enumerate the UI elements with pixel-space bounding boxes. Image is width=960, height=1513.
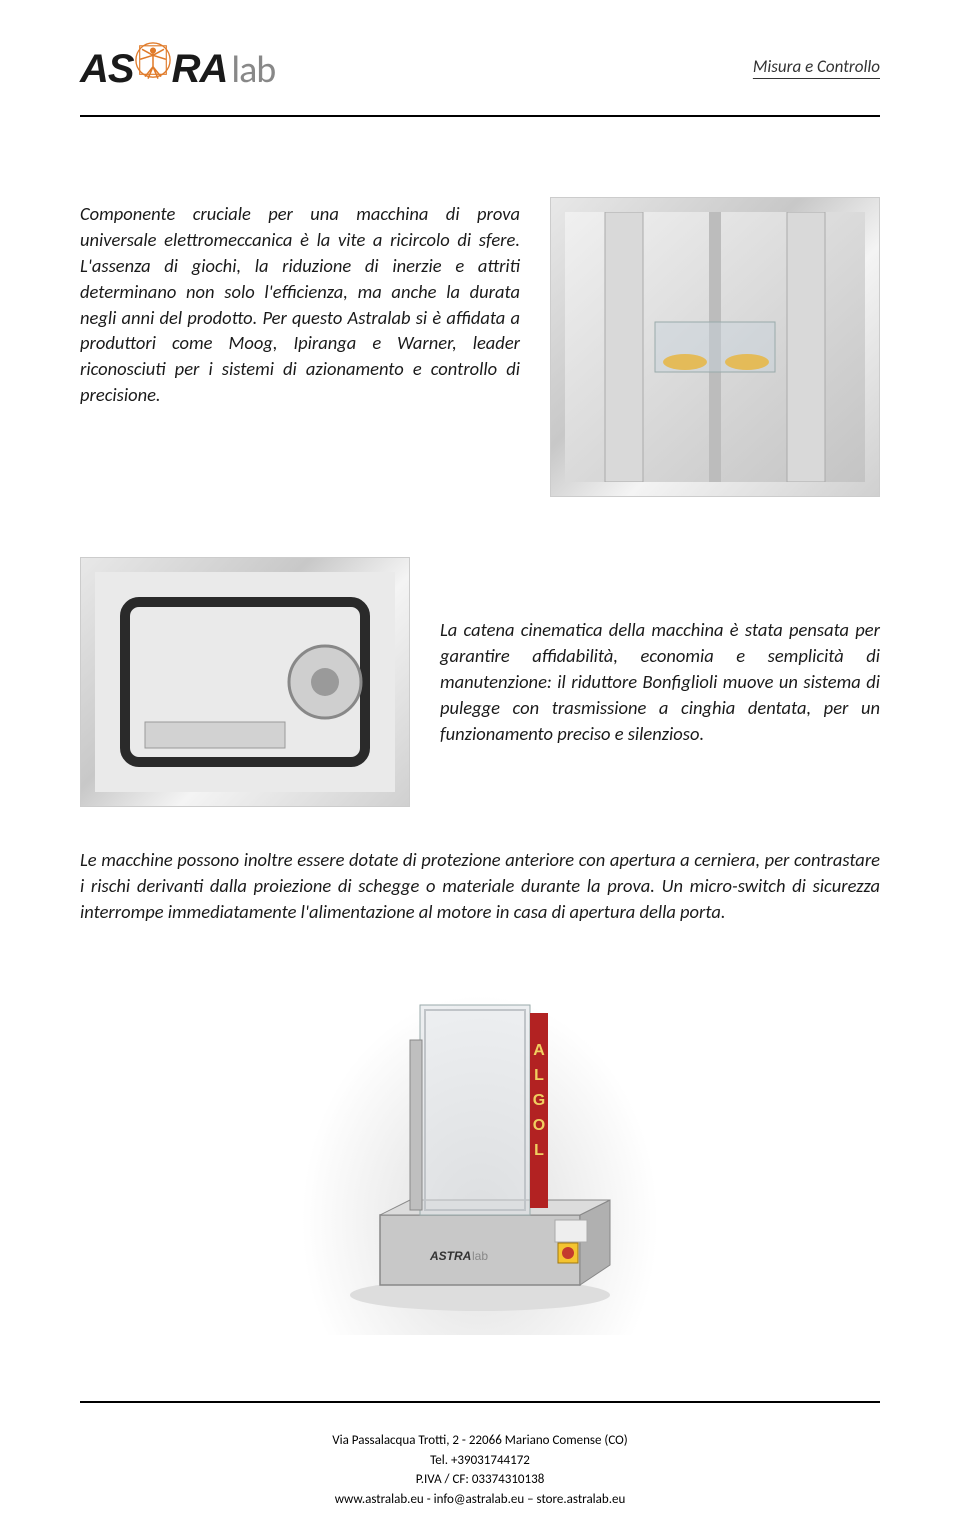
svg-text:O: O: [533, 1117, 545, 1134]
section-label: Misura e Controllo: [753, 56, 880, 77]
vitruvian-icon: [134, 40, 172, 82]
paragraph-3: Le macchine possono inoltre essere dotat…: [80, 847, 880, 925]
row-2: La catena cinematica della macchina è st…: [80, 557, 880, 807]
svg-text:A: A: [533, 1042, 545, 1059]
image-machine: A L G O L ASTRA lab: [270, 955, 690, 1335]
logo-text-lab: lab: [231, 47, 275, 93]
svg-text:L: L: [534, 1142, 544, 1159]
company-logo: AS RA lab: [80, 40, 275, 93]
page-header: AS RA lab Misura e Controllo: [80, 40, 880, 97]
svg-text:lab: lab: [472, 1249, 488, 1263]
footer-rule: [80, 1401, 880, 1403]
main-content: Componente cruciale per una macchina di …: [80, 117, 880, 1335]
footer-tel: Tel. +39031744172: [80, 1451, 880, 1471]
footer-address: Via Passalacqua Trotti, 2 - 22066 Marian…: [80, 1431, 880, 1451]
image-ballscrew: [550, 197, 880, 497]
logo-text-as: AS: [80, 47, 134, 92]
footer-web: www.astralab.eu - info@astralab.eu – sto…: [80, 1490, 880, 1510]
paragraph-1: Componente cruciale per una macchina di …: [80, 197, 520, 497]
row-1: Componente cruciale per una macchina di …: [80, 197, 880, 497]
page-footer: Via Passalacqua Trotti, 2 - 22066 Marian…: [80, 1401, 880, 1513]
svg-text:ASTRA: ASTRA: [429, 1249, 471, 1263]
logo-text-ra: RA: [172, 47, 228, 92]
svg-text:G: G: [533, 1092, 545, 1109]
footer-piva: P.IVA / CF: 03374310138: [80, 1470, 880, 1490]
svg-text:L: L: [534, 1067, 544, 1084]
image-belt-drive: [80, 557, 410, 807]
paragraph-2: La catena cinematica della macchina è st…: [440, 617, 880, 746]
